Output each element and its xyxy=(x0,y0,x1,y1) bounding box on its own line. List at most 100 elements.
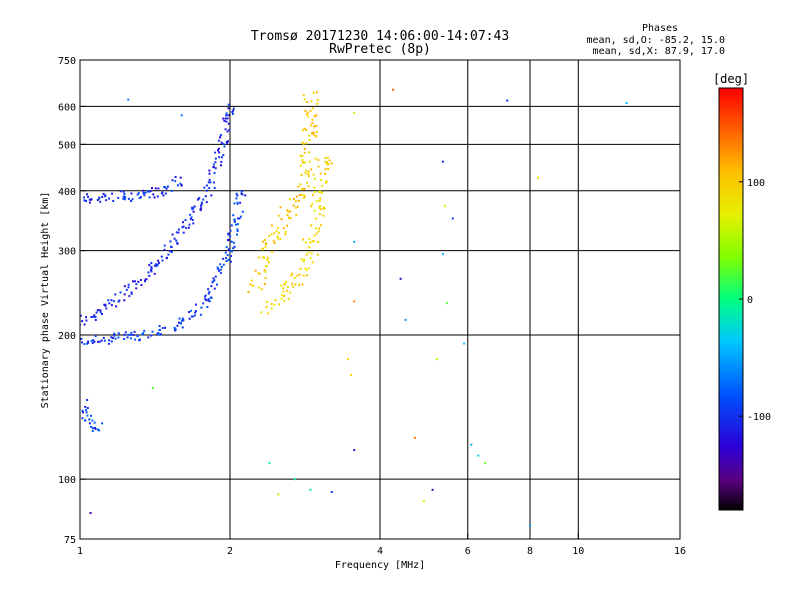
data-point xyxy=(313,234,316,237)
data-point xyxy=(303,127,306,130)
data-point xyxy=(261,240,264,243)
data-point xyxy=(224,117,227,120)
data-point xyxy=(257,272,260,275)
data-point xyxy=(95,311,98,314)
x-tick-label: 2 xyxy=(227,546,233,557)
data-point xyxy=(322,206,325,209)
data-point xyxy=(279,238,282,241)
data-point xyxy=(222,154,225,157)
data-point xyxy=(140,283,143,286)
data-point xyxy=(173,237,176,240)
data-point xyxy=(197,197,200,200)
data-point xyxy=(97,428,99,431)
data-point xyxy=(83,199,86,202)
data-point xyxy=(271,250,274,253)
stats-x-line: mean, sd,X: 87.9, 17.0 xyxy=(593,46,725,57)
data-point xyxy=(220,160,223,163)
data-point xyxy=(441,253,444,256)
data-point xyxy=(199,204,202,207)
data-point xyxy=(117,196,120,199)
data-point xyxy=(93,421,96,424)
data-point xyxy=(153,196,156,199)
data-point xyxy=(91,427,94,430)
data-point xyxy=(179,182,182,185)
data-point xyxy=(310,205,313,208)
data-point xyxy=(87,340,90,343)
data-point xyxy=(270,233,273,236)
chart-subtitle: RwPretec (8p) xyxy=(329,42,431,57)
data-point xyxy=(137,280,140,283)
data-point xyxy=(202,302,205,305)
data-point xyxy=(90,414,92,417)
data-point xyxy=(207,181,210,184)
data-point xyxy=(212,163,215,166)
data-point xyxy=(85,319,88,322)
data-point xyxy=(150,268,152,271)
data-point xyxy=(99,309,102,312)
data-point xyxy=(240,190,243,192)
data-point xyxy=(266,301,269,303)
data-point xyxy=(171,233,174,236)
axis-ticks: 1 2 4 6 8 10 16 75 100 200 300 400 500 600 750 xyxy=(58,56,686,557)
data-point xyxy=(309,124,312,127)
data-point xyxy=(270,307,273,310)
data-point xyxy=(93,340,96,343)
data-point xyxy=(114,293,117,296)
data-point xyxy=(142,189,145,192)
data-point xyxy=(299,183,302,186)
data-point xyxy=(309,488,312,491)
data-point xyxy=(150,334,153,337)
data-point xyxy=(143,194,146,197)
data-point xyxy=(99,200,102,203)
data-point xyxy=(506,99,509,102)
data-point xyxy=(286,214,289,216)
data-point xyxy=(226,239,229,242)
data-point xyxy=(169,250,172,253)
data-point xyxy=(290,274,293,277)
data-point xyxy=(309,224,312,227)
data-point xyxy=(205,184,208,187)
data-point xyxy=(214,161,217,164)
data-point xyxy=(477,454,480,457)
data-point xyxy=(239,215,242,218)
data-point xyxy=(275,230,278,233)
data-point xyxy=(443,204,446,207)
data-point xyxy=(230,224,233,227)
data-point xyxy=(171,179,174,182)
grid-lines xyxy=(80,60,680,539)
stats-o-line: mean, sd,O: -85.2, 15.0 xyxy=(587,35,725,46)
data-point xyxy=(191,219,194,221)
data-point xyxy=(158,329,161,332)
data-point xyxy=(98,197,101,200)
data-point xyxy=(170,189,173,192)
y-tick-label: 400 xyxy=(58,187,76,198)
data-point xyxy=(327,168,330,170)
data-point xyxy=(310,100,313,103)
data-point xyxy=(300,174,303,177)
data-point xyxy=(266,256,269,259)
data-point xyxy=(155,263,158,266)
data-point xyxy=(284,233,287,236)
data-point xyxy=(103,303,106,306)
data-point xyxy=(321,185,324,188)
data-point xyxy=(276,235,279,238)
data-point xyxy=(316,102,319,105)
x-axis-label: Frequency [MHz] xyxy=(335,560,425,571)
data-point xyxy=(161,327,164,330)
data-point xyxy=(234,223,237,226)
data-point xyxy=(277,237,280,240)
data-point xyxy=(266,259,269,262)
data-point xyxy=(107,342,110,345)
data-point xyxy=(264,243,267,246)
data-point xyxy=(311,240,314,243)
data-point xyxy=(105,199,108,202)
data-point xyxy=(130,337,132,340)
data-point xyxy=(313,125,316,128)
data-point xyxy=(273,242,276,244)
data-point xyxy=(157,332,160,334)
data-point xyxy=(143,329,146,332)
data-point xyxy=(299,154,302,157)
data-point xyxy=(225,120,228,123)
data-point xyxy=(164,186,167,189)
data-point xyxy=(130,292,133,295)
